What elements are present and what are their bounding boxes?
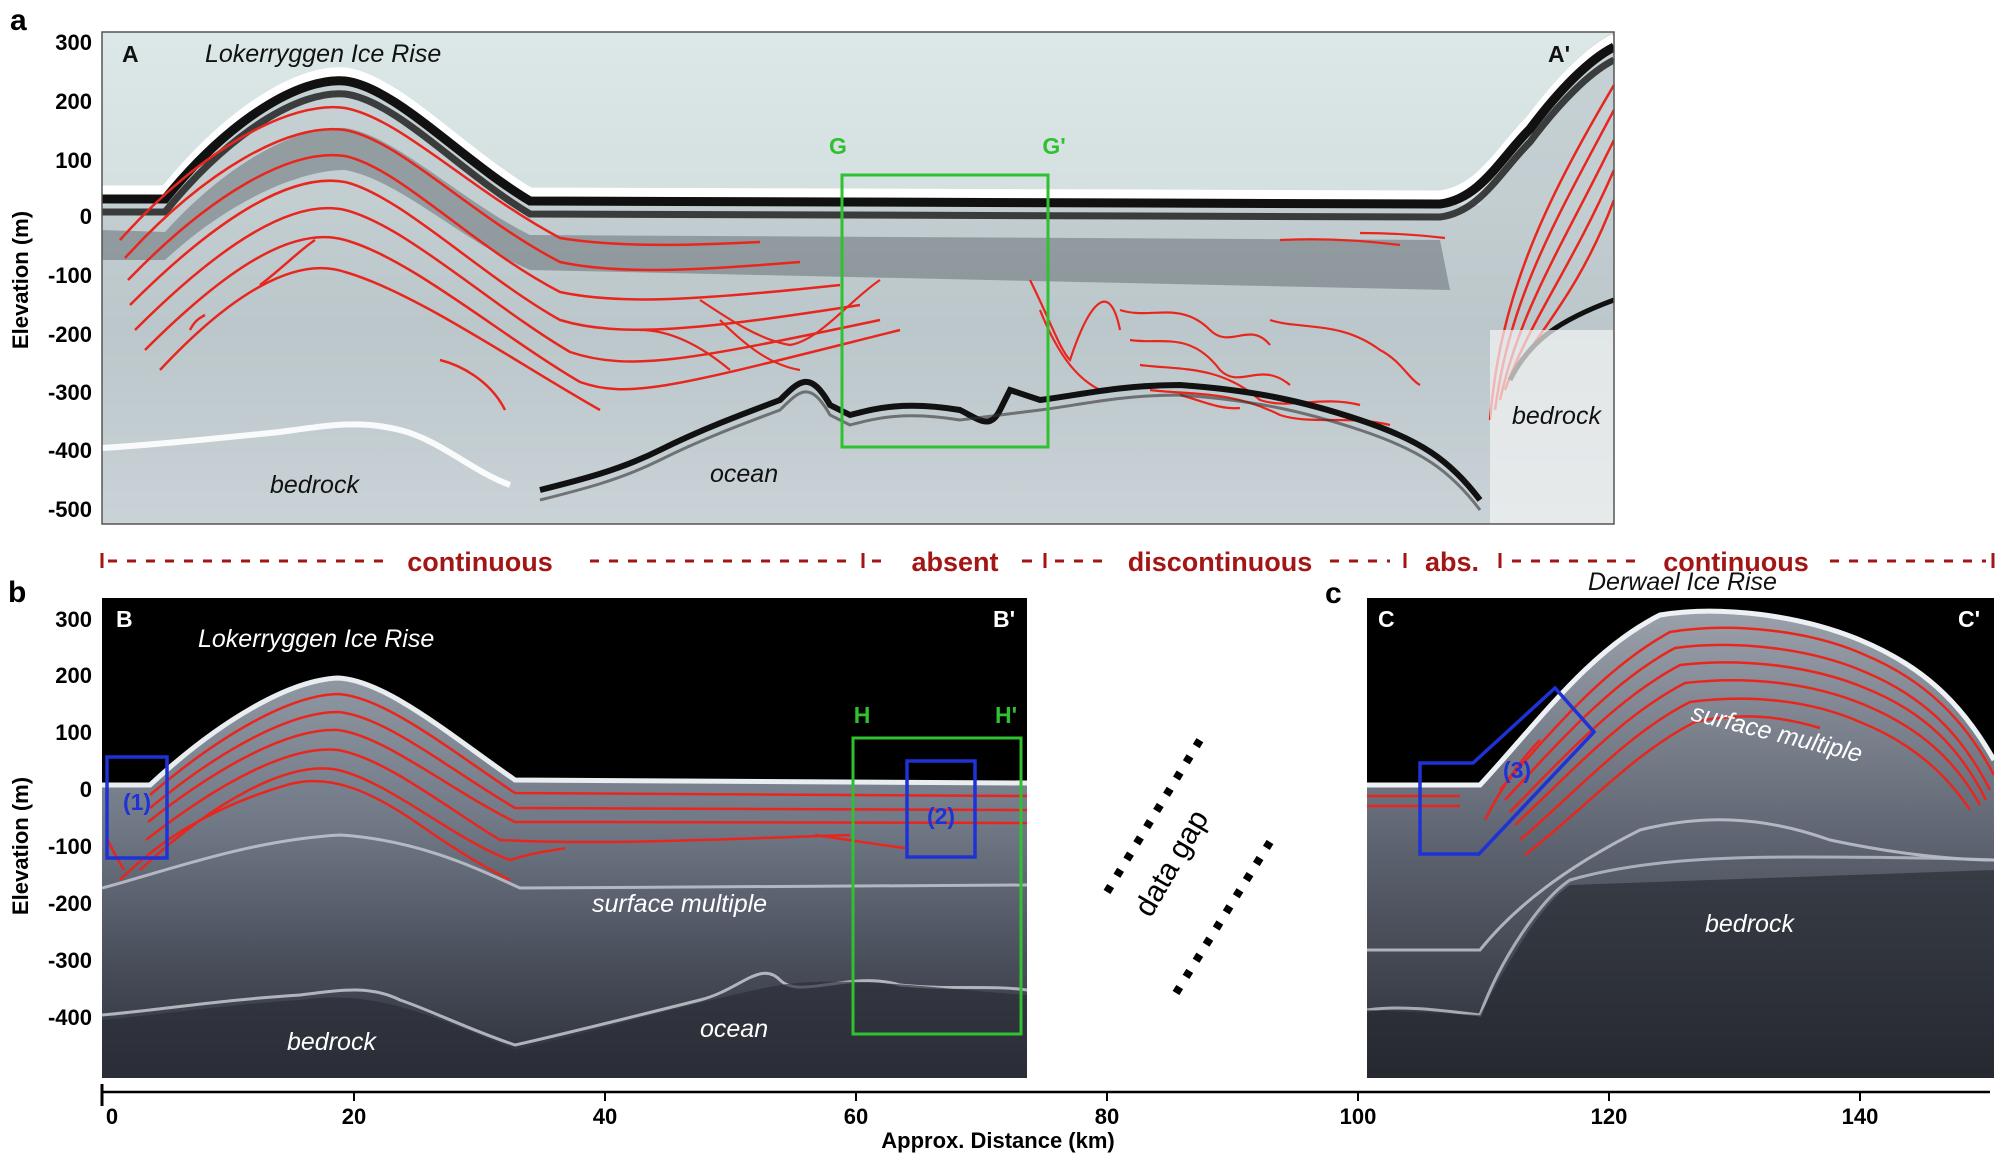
panel-c-start-label: C xyxy=(1378,606,1395,632)
panel-c-surface-multiple xyxy=(1367,818,1994,952)
data-gap-dots-lower xyxy=(1172,839,1274,996)
x-tick: 80 xyxy=(1095,1104,1119,1129)
x-tick: 20 xyxy=(342,1104,366,1129)
panel-a-surface-black-2 xyxy=(102,56,1614,221)
x-axis: 0 20 40 60 80 100 120 140 Approx. Distan… xyxy=(100,1084,1990,1153)
panel-a-box-G xyxy=(840,173,1050,449)
x-tick: 120 xyxy=(1591,1104,1628,1129)
zone-dashes xyxy=(100,553,1995,568)
zone-label-discontinuous: discontinuous xyxy=(1128,547,1313,577)
panel-c-surface xyxy=(1367,608,1994,788)
panel-b-y-axis-label: Elevation (m) xyxy=(8,777,33,915)
panel-a-y-tick: 0 xyxy=(80,204,92,229)
panel-b-y-tick: 100 xyxy=(55,720,92,745)
panel-c-label-bedrock: bedrock xyxy=(1705,910,1795,938)
panel-b-y-tick: -300 xyxy=(48,948,92,973)
x-axis-label: Approx. Distance (km) xyxy=(881,1128,1115,1153)
panel-a-y-axis-label: Elevation (m) xyxy=(8,211,33,349)
panel-a-layers-left xyxy=(119,105,901,412)
panel-b-y-tick: 300 xyxy=(55,607,92,632)
panel-b-end-label: B' xyxy=(993,606,1015,632)
zone-label-continuous-left: continuous xyxy=(407,547,552,577)
x-tick: 40 xyxy=(593,1104,617,1129)
panel-a-title: Lokerryggen Ice Rise xyxy=(205,40,441,68)
panel-b-box-H xyxy=(851,736,1023,1036)
panel-a-start-label: A xyxy=(122,41,139,67)
panel-b: H H' (1) (2) B B' Lokerryggen Ice Rise s… xyxy=(8,576,1027,1078)
panel-c-end-label: C' xyxy=(1958,606,1980,632)
zone-label-absent: absent xyxy=(911,547,998,577)
panel-a-y-tick: -500 xyxy=(48,497,92,522)
data-gap-label: data gap xyxy=(1128,804,1215,922)
panel-b-label-bedrock: bedrock xyxy=(287,1028,377,1056)
panel-b-y-tick: -400 xyxy=(48,1005,92,1030)
panel-b-y-tick: 0 xyxy=(80,777,92,802)
panel-b-box-label-H: H xyxy=(854,702,871,728)
panel-a-end-label: A' xyxy=(1548,41,1570,67)
panel-b-y-tick: -100 xyxy=(48,834,92,859)
panel-b-lower-dark xyxy=(102,981,1027,1078)
panel-b-letter: b xyxy=(8,576,26,609)
panel-a-y-tick: 300 xyxy=(55,30,92,55)
panel-b-label-ocean: ocean xyxy=(700,1015,768,1043)
panel-b-box-label-H-prime: H' xyxy=(995,702,1017,728)
panel-b-box-2 xyxy=(905,759,977,859)
panel-a-ocean-floor-ghost xyxy=(539,390,1482,511)
panel-b-y-ticks: 300 200 100 0 -100 -200 -300 -400 xyxy=(48,607,92,1030)
panel-b-title: Lokerryggen Ice Rise xyxy=(198,625,434,653)
panel-b-y-tick: -200 xyxy=(48,891,92,916)
panel-a-letter: a xyxy=(10,4,27,37)
panel-a-right-mound xyxy=(1490,330,1614,524)
panel-c-title: Derwael Ice Rise xyxy=(1588,568,1777,596)
panel-a-label-bedrock-right: bedrock xyxy=(1512,402,1602,430)
panel-b-surface-multiple xyxy=(102,833,1027,890)
panel-a-surface-white xyxy=(102,33,1614,200)
panel-a-bedrock-left xyxy=(102,421,512,488)
zone-label-abs: abs. xyxy=(1425,547,1479,577)
panel-c-bedrock xyxy=(1367,855,1994,1017)
panel-c-lower-dark xyxy=(1367,870,1994,1078)
panel-b-ice-body xyxy=(102,678,1027,1078)
x-axis-ticks xyxy=(353,1092,1861,1101)
panel-a-y-tick: 100 xyxy=(55,148,92,173)
panel-b-y-tick: 200 xyxy=(55,663,92,688)
panel-a-y-ticks: 300 200 100 0 -100 -200 -300 -400 -500 xyxy=(48,30,92,522)
panel-b-bedrock xyxy=(102,971,1027,1047)
x-tick: 100 xyxy=(1340,1104,1377,1129)
x-tick: 140 xyxy=(1842,1104,1879,1129)
panel-a-label-ocean: ocean xyxy=(710,460,778,488)
zone-label-continuous-right: continuous xyxy=(1663,547,1808,577)
zone-row: continuous absent discontinuous abs. con… xyxy=(100,547,1995,577)
data-gap: data gap xyxy=(1103,737,1274,996)
panel-b-label-surface-multiple: surface multiple xyxy=(592,890,767,918)
panel-b-box-1 xyxy=(105,755,169,860)
x-tick: 60 xyxy=(844,1104,868,1129)
panel-a-surface-black xyxy=(102,42,1614,209)
panel-b-surface xyxy=(102,675,1027,788)
panel-a-ocean-floor xyxy=(539,378,1483,502)
panel-a-y-tick: 200 xyxy=(55,89,92,114)
panel-a-noise-band xyxy=(102,127,1450,291)
panel-a-label-bedrock-left: bedrock xyxy=(270,471,360,499)
panel-a-box-label-G-prime: G' xyxy=(1042,133,1065,159)
panel-a-box-label-G: G xyxy=(829,133,847,159)
panel-a-y-tick: -400 xyxy=(48,438,92,463)
panel-a-y-tick: -200 xyxy=(48,322,92,347)
panel-c-box-3 xyxy=(1418,685,1597,856)
panel-a-y-tick: -300 xyxy=(48,380,92,405)
panel-b-marker-1: (1) xyxy=(123,789,151,815)
panel-a-frame xyxy=(101,31,1615,525)
panel-b-marker-2: (2) xyxy=(927,803,955,829)
panel-c: (3) C C' Derwael Ice Rise surface multip… xyxy=(1325,568,1994,1078)
panel-a-y-tick: -100 xyxy=(48,263,92,288)
panel-b-start-label: B xyxy=(116,606,133,632)
panel-c-letter: c xyxy=(1325,577,1342,610)
panel-a: G G' A A' Lokerryggen Ice Rise bedrock o… xyxy=(8,4,1615,525)
panel-c-marker-3: (3) xyxy=(1503,757,1531,783)
panel-c-layers xyxy=(1367,626,1994,856)
x-tick: 0 xyxy=(106,1104,118,1129)
